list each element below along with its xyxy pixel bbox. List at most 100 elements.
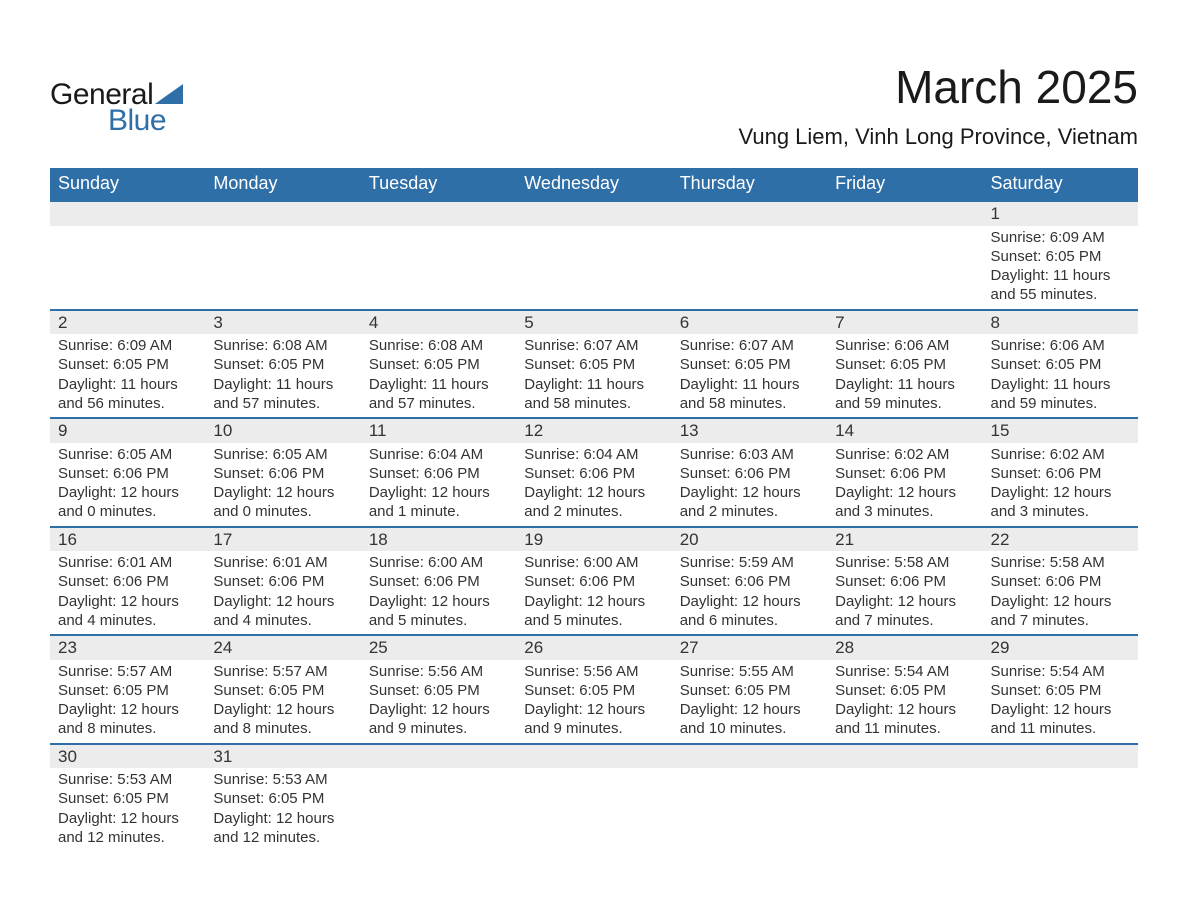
daynum-row: 9101112131415 <box>50 418 1138 443</box>
daylight2-text: and 8 minutes. <box>213 719 352 738</box>
day-detail-cell: Sunrise: 6:01 AMSunset: 6:06 PMDaylight:… <box>205 551 360 635</box>
daylight1-text: Daylight: 12 hours <box>835 592 974 611</box>
sunset-text: Sunset: 6:05 PM <box>58 681 197 700</box>
daylight2-text: and 55 minutes. <box>991 285 1130 304</box>
daylight1-text: Daylight: 12 hours <box>524 700 663 719</box>
weekday-header: Friday <box>827 168 982 201</box>
daylight1-text: Daylight: 12 hours <box>369 483 508 502</box>
sunset-text: Sunset: 6:06 PM <box>680 572 819 591</box>
day-number-cell <box>672 201 827 226</box>
sunrise-text: Sunrise: 5:54 AM <box>835 662 974 681</box>
day-detail-cell: Sunrise: 5:54 AMSunset: 6:05 PMDaylight:… <box>827 660 982 744</box>
sunrise-text: Sunrise: 5:57 AM <box>58 662 197 681</box>
daylight2-text: and 9 minutes. <box>524 719 663 738</box>
sunrise-text: Sunrise: 5:54 AM <box>991 662 1130 681</box>
sunrise-text: Sunrise: 5:58 AM <box>835 553 974 572</box>
day-number-cell: 31 <box>205 744 360 769</box>
sunset-text: Sunset: 6:06 PM <box>835 572 974 591</box>
day-detail-cell: Sunrise: 6:09 AMSunset: 6:05 PMDaylight:… <box>983 226 1138 310</box>
sunset-text: Sunset: 6:06 PM <box>213 464 352 483</box>
sunset-text: Sunset: 6:06 PM <box>680 464 819 483</box>
daylight1-text: Daylight: 12 hours <box>991 592 1130 611</box>
day-detail-cell: Sunrise: 6:08 AMSunset: 6:05 PMDaylight:… <box>361 334 516 418</box>
day-number-cell: 26 <box>516 635 671 660</box>
day-detail-cell: Sunrise: 5:58 AMSunset: 6:06 PMDaylight:… <box>983 551 1138 635</box>
day-detail-cell: Sunrise: 6:02 AMSunset: 6:06 PMDaylight:… <box>983 443 1138 527</box>
day-number-cell: 17 <box>205 527 360 552</box>
sunrise-text: Sunrise: 6:00 AM <box>369 553 508 572</box>
daylight2-text: and 56 minutes. <box>58 394 197 413</box>
daylight1-text: Daylight: 11 hours <box>58 375 197 394</box>
day-number-cell: 20 <box>672 527 827 552</box>
day-number-cell <box>361 744 516 769</box>
day-number-cell: 4 <box>361 310 516 335</box>
daylight1-text: Daylight: 12 hours <box>680 483 819 502</box>
daylight1-text: Daylight: 12 hours <box>680 592 819 611</box>
sunset-text: Sunset: 6:06 PM <box>991 464 1130 483</box>
sunrise-text: Sunrise: 5:58 AM <box>991 553 1130 572</box>
weekday-header: Sunday <box>50 168 205 201</box>
daylight2-text: and 0 minutes. <box>213 502 352 521</box>
sunset-text: Sunset: 6:05 PM <box>835 681 974 700</box>
weekday-header: Wednesday <box>516 168 671 201</box>
day-detail-cell: Sunrise: 5:56 AMSunset: 6:05 PMDaylight:… <box>361 660 516 744</box>
day-number-cell <box>672 744 827 769</box>
day-detail-cell: Sunrise: 6:07 AMSunset: 6:05 PMDaylight:… <box>516 334 671 418</box>
sunset-text: Sunset: 6:06 PM <box>369 572 508 591</box>
sunrise-text: Sunrise: 6:03 AM <box>680 445 819 464</box>
day-detail-cell <box>827 768 982 851</box>
sunrise-text: Sunrise: 6:07 AM <box>680 336 819 355</box>
day-detail-cell: Sunrise: 6:06 AMSunset: 6:05 PMDaylight:… <box>827 334 982 418</box>
daylight1-text: Daylight: 12 hours <box>680 700 819 719</box>
day-detail-cell: Sunrise: 6:04 AMSunset: 6:06 PMDaylight:… <box>361 443 516 527</box>
detail-row: Sunrise: 5:57 AMSunset: 6:05 PMDaylight:… <box>50 660 1138 744</box>
daylight1-text: Daylight: 11 hours <box>213 375 352 394</box>
day-detail-cell <box>50 226 205 310</box>
day-number-cell <box>827 201 982 226</box>
day-detail-cell: Sunrise: 6:05 AMSunset: 6:06 PMDaylight:… <box>205 443 360 527</box>
daylight1-text: Daylight: 12 hours <box>213 592 352 611</box>
daylight2-text: and 3 minutes. <box>991 502 1130 521</box>
daylight2-text: and 7 minutes. <box>991 611 1130 630</box>
sunrise-text: Sunrise: 6:08 AM <box>369 336 508 355</box>
daylight1-text: Daylight: 11 hours <box>835 375 974 394</box>
daylight1-text: Daylight: 12 hours <box>369 592 508 611</box>
day-number-cell <box>827 744 982 769</box>
daylight2-text: and 10 minutes. <box>680 719 819 738</box>
day-number-cell: 11 <box>361 418 516 443</box>
day-number-cell: 16 <box>50 527 205 552</box>
daylight1-text: Daylight: 11 hours <box>524 375 663 394</box>
sunset-text: Sunset: 6:05 PM <box>213 355 352 374</box>
daylight2-text: and 1 minute. <box>369 502 508 521</box>
logo-text-blue: Blue <box>108 104 166 138</box>
weekday-header: Thursday <box>672 168 827 201</box>
day-detail-cell: Sunrise: 5:57 AMSunset: 6:05 PMDaylight:… <box>205 660 360 744</box>
daynum-row: 2345678 <box>50 310 1138 335</box>
daylight2-text: and 0 minutes. <box>58 502 197 521</box>
daylight2-text: and 4 minutes. <box>213 611 352 630</box>
day-detail-cell: Sunrise: 5:53 AMSunset: 6:05 PMDaylight:… <box>205 768 360 851</box>
day-number-cell: 1 <box>983 201 1138 226</box>
calendar-table: Sunday Monday Tuesday Wednesday Thursday… <box>50 168 1138 851</box>
daylight2-text: and 9 minutes. <box>369 719 508 738</box>
sunrise-text: Sunrise: 5:59 AM <box>680 553 819 572</box>
day-detail-cell <box>672 768 827 851</box>
daylight2-text: and 8 minutes. <box>58 719 197 738</box>
daylight2-text: and 5 minutes. <box>369 611 508 630</box>
day-detail-cell <box>672 226 827 310</box>
daylight2-text: and 6 minutes. <box>680 611 819 630</box>
sunset-text: Sunset: 6:06 PM <box>835 464 974 483</box>
detail-row: Sunrise: 6:01 AMSunset: 6:06 PMDaylight:… <box>50 551 1138 635</box>
sunset-text: Sunset: 6:05 PM <box>213 789 352 808</box>
day-number-cell: 28 <box>827 635 982 660</box>
daylight2-text: and 11 minutes. <box>991 719 1130 738</box>
day-number-cell <box>983 744 1138 769</box>
day-number-cell: 5 <box>516 310 671 335</box>
day-detail-cell <box>361 226 516 310</box>
daylight1-text: Daylight: 12 hours <box>58 592 197 611</box>
sunrise-text: Sunrise: 5:53 AM <box>213 770 352 789</box>
day-number-cell: 3 <box>205 310 360 335</box>
daylight2-text: and 2 minutes. <box>680 502 819 521</box>
day-number-cell: 24 <box>205 635 360 660</box>
day-number-cell <box>50 201 205 226</box>
